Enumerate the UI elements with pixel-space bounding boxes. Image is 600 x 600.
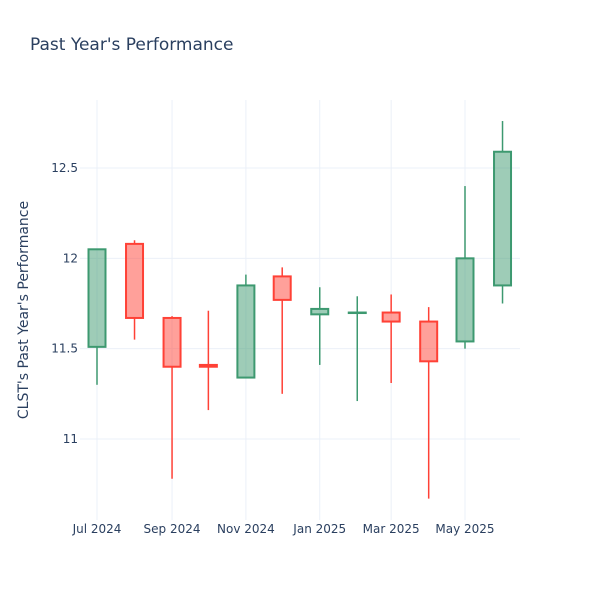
candle-decreasing — [125, 240, 145, 340]
x-tick-label: Nov 2024 — [217, 522, 275, 536]
candle-body — [493, 150, 513, 287]
candle-decreasing — [419, 307, 439, 499]
y-tick-label: 11 — [63, 432, 78, 446]
candle-body — [419, 320, 439, 363]
y-axis-title: CLST's Past Year's Performance — [16, 201, 32, 419]
candle-increasing — [347, 296, 367, 402]
x-tick-label: Jan 2025 — [292, 522, 346, 536]
candle-body — [381, 311, 401, 323]
candle-body — [162, 316, 182, 368]
candle-body — [236, 284, 256, 379]
candle-body — [125, 242, 145, 319]
candle-body — [347, 311, 367, 315]
y-tick-label: 11.5 — [51, 342, 78, 356]
candle-increasing — [455, 186, 475, 349]
candle-decreasing — [272, 267, 292, 394]
candle-body — [310, 307, 330, 316]
candle-decreasing — [381, 294, 401, 383]
x-tick-label: Sep 2024 — [144, 522, 201, 536]
candle-increasing — [87, 248, 107, 385]
y-tick-label: 12 — [63, 251, 78, 265]
candle-increasing — [236, 274, 256, 379]
candle-body — [272, 275, 292, 301]
candle-decreasing — [198, 310, 218, 411]
y-tick-label: 12.5 — [51, 161, 78, 175]
x-tick-label: Mar 2025 — [363, 522, 420, 536]
x-tick-label: Jul 2024 — [72, 522, 122, 536]
x-tick-label: May 2025 — [435, 522, 494, 536]
x-axis-ticks: Jul 2024 Sep 2024 Nov 2024 Jan 2025 Mar 2025… — [72, 522, 495, 536]
candle-increasing — [310, 287, 330, 365]
candle-body — [198, 363, 218, 368]
y-axis-ticks: 11 11.5 12 12.5 — [51, 161, 78, 446]
candle-body — [87, 248, 107, 348]
candles — [87, 121, 513, 499]
candle-increasing — [493, 121, 513, 304]
chart-title: Past Year's Performance — [30, 35, 234, 55]
candle-decreasing — [162, 316, 182, 479]
candle-body — [455, 257, 475, 343]
